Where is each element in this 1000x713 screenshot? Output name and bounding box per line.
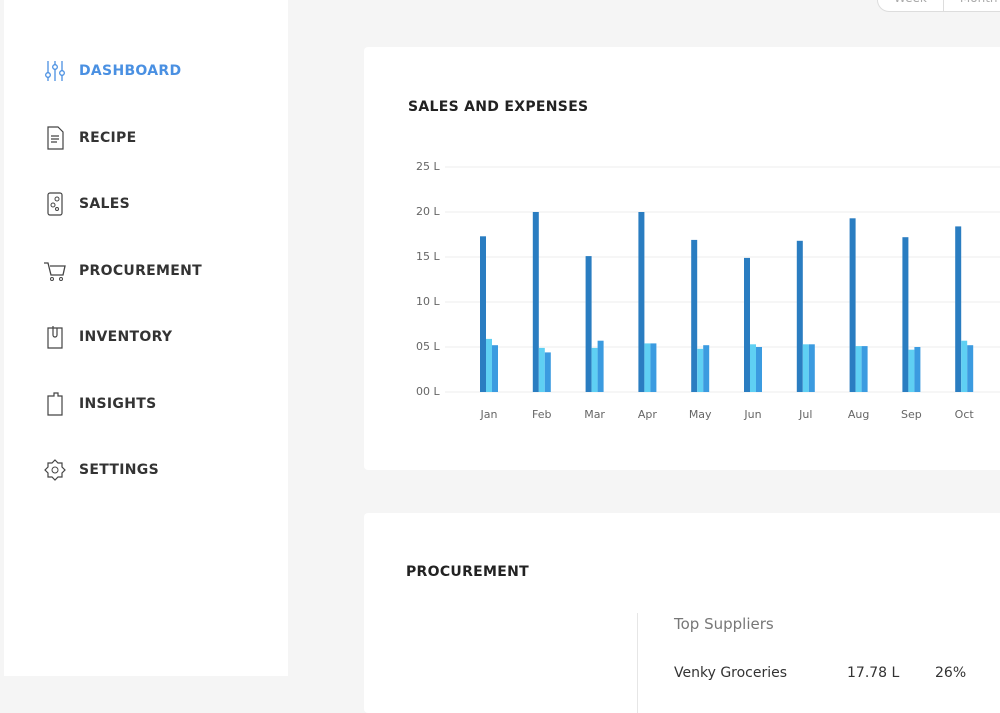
- y-tick-label: 25 L: [416, 160, 440, 173]
- x-tick-label: Aug: [848, 408, 869, 421]
- y-tick-label: 05 L: [416, 340, 440, 353]
- chart-card: SALES AND EXPENSES 00 L 05 L 10 L 15 L 20 L 2…: [364, 47, 1000, 470]
- bar: [914, 347, 921, 392]
- nav-item[interactable]: SETTINGS: [42, 456, 159, 484]
- bar: [591, 347, 598, 392]
- supplier-share: 26%: [935, 665, 967, 681]
- bar: [750, 344, 756, 392]
- nav-icon: [44, 459, 66, 481]
- bar: [802, 344, 809, 392]
- bar: [697, 348, 704, 392]
- nav-item[interactable]: INVENTORY: [42, 323, 172, 351]
- nav-icon: [45, 61, 65, 81]
- period-toggle: Week Month: [877, 0, 1000, 12]
- section-title: PROCUREMENT: [406, 564, 529, 580]
- nav-item[interactable]: INSIGHTS: [42, 390, 156, 418]
- nav-icon: [47, 326, 63, 349]
- divider: [637, 613, 638, 713]
- nav-item[interactable]: RECIPE: [42, 124, 136, 152]
- bar: [961, 340, 968, 392]
- nav-item[interactable]: PROCUREMENT: [42, 257, 202, 285]
- bar: [486, 338, 492, 392]
- bar: [538, 347, 545, 392]
- procurement-card: PROCUREMENT Top Suppliers Venky Grocerie…: [364, 513, 1000, 713]
- y-tick-label: 00 L: [416, 385, 440, 398]
- y-tick-label: 10 L: [416, 295, 440, 308]
- supplier-amount: 17.78 L: [847, 665, 900, 681]
- x-tick-label: Jun: [743, 408, 761, 421]
- nav-icon: [47, 391, 63, 416]
- nav-item[interactable]: SALES: [42, 190, 130, 218]
- nav-icon: [47, 125, 64, 150]
- chart: 00 L 05 L 10 L 15 L 20 L 25 L Jan Feb Mar Apr May J…: [416, 160, 1000, 421]
- toggle-button[interactable]: Month: [944, 0, 1000, 11]
- x-tick-label: Oct: [955, 408, 975, 421]
- bar: [650, 343, 657, 392]
- bar: [691, 239, 698, 392]
- nav-label: PROCUREMENT: [79, 262, 202, 279]
- supplier-name: Venky Groceries: [674, 665, 788, 681]
- sidebar: DASHBOARD RECIPE SALES PROCUREMENT INVENTORY…: [4, 0, 288, 676]
- subheading: Top Suppliers: [674, 615, 774, 633]
- y-tick-label: 15 L: [416, 250, 440, 263]
- nav-icon: [44, 261, 66, 281]
- bar: [808, 344, 815, 392]
- x-tick-label: Mar: [584, 408, 605, 421]
- nav-label: INVENTORY: [79, 329, 173, 345]
- bar: [532, 212, 539, 392]
- nav-icon: [47, 192, 63, 216]
- bar: [703, 345, 710, 392]
- chart-title: SALES AND EXPENSES: [408, 99, 589, 115]
- bar: [756, 347, 762, 392]
- nav-label: INSIGHTS: [79, 395, 157, 412]
- bar: [849, 218, 856, 392]
- bar: [902, 237, 909, 392]
- nav-label: DASHBOARD: [79, 63, 182, 79]
- bar: [544, 352, 551, 392]
- bar: [796, 240, 803, 392]
- bar: [908, 349, 915, 392]
- x-tick-label: Feb: [532, 408, 551, 421]
- bar: [967, 345, 974, 392]
- x-tick-label: Jul: [798, 408, 812, 421]
- bar: [855, 346, 862, 392]
- bar: [585, 256, 592, 392]
- bar: [638, 212, 645, 392]
- bar: [480, 236, 486, 392]
- bar: [955, 226, 962, 392]
- bar: [492, 345, 498, 392]
- x-tick-label: Sep: [901, 408, 922, 421]
- toggle-button[interactable]: Week: [878, 0, 944, 11]
- bar: [644, 343, 651, 392]
- nav-label: SALES: [79, 196, 130, 212]
- x-tick-label: Jan: [480, 408, 498, 421]
- bar: [861, 346, 868, 392]
- bar: [744, 257, 750, 392]
- nav-label: SETTINGS: [79, 462, 159, 478]
- page: DASHBOARD RECIPE SALES PROCUREMENT INVENTORY…: [4, 0, 1000, 713]
- x-tick-label: Apr: [638, 408, 658, 421]
- y-tick-label: 20 L: [416, 205, 440, 218]
- bar: [597, 340, 604, 392]
- x-tick-label: May: [689, 408, 712, 421]
- nav-label: RECIPE: [79, 129, 137, 146]
- nav-item[interactable]: DASHBOARD: [42, 57, 181, 85]
